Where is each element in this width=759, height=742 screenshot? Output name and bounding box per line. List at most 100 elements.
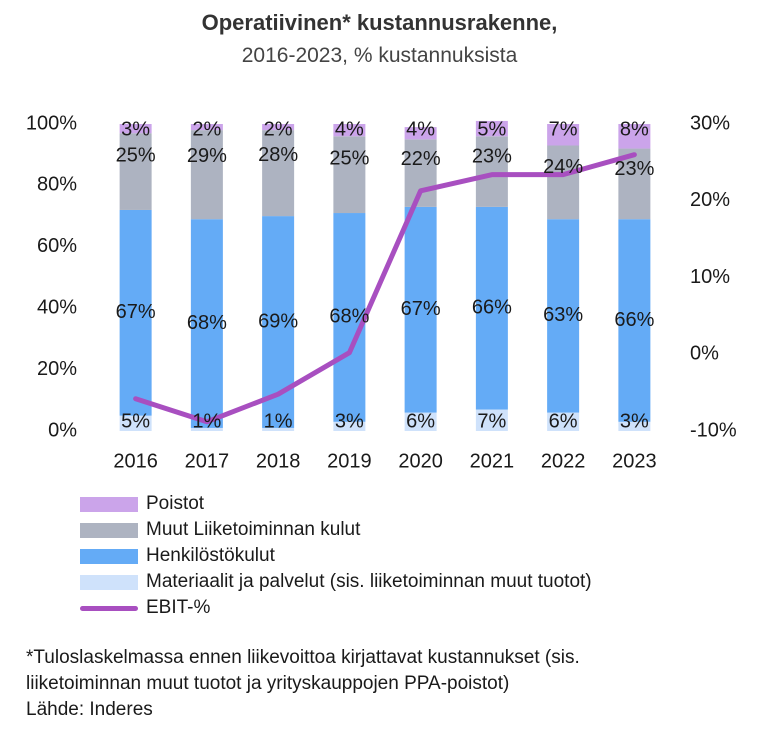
footnote-line-2: liiketoiminnan muut tuotot ja yrityskaup… xyxy=(26,673,510,694)
bar-segment-materiaalit xyxy=(404,412,437,431)
data-label-muut-kulut: 29% xyxy=(187,145,227,167)
stacked-bar-chart: 0% 20% 40% 60% 80% 100% -10% 0% 10% 20% 30% 2016 201… xyxy=(26,112,737,472)
data-label-materiaalit: 5% xyxy=(121,410,150,432)
x-tick-label: 2023 xyxy=(612,450,657,472)
data-label-henkilostokulut: 66% xyxy=(472,296,512,318)
bar-segment-poistot xyxy=(190,124,223,131)
bar-segment-materiaalit xyxy=(475,409,508,431)
x-tick-label: 2020 xyxy=(398,450,443,472)
legend-item-henkilostokulut: Henkilöstökulut xyxy=(80,543,592,569)
bar-segment-poistot xyxy=(475,120,508,137)
legend-swatch-henkilostokulut xyxy=(80,548,138,564)
bar-segment-materiaalit xyxy=(190,427,223,431)
data-label-materiaalit: 3% xyxy=(620,410,649,432)
bar-segment-muut-kulut xyxy=(618,148,651,220)
bar-segment-henkilostokulut xyxy=(618,219,651,422)
bar-segment-muut-kulut xyxy=(475,136,508,207)
bar-segment-materiaalit xyxy=(333,421,366,431)
data-label-materiaalit: 6% xyxy=(549,410,578,432)
chart-legend: Poistot Muut Liiketoiminnan kulut Henkil… xyxy=(80,491,592,621)
bar-segment-henkilostokulut xyxy=(333,213,366,422)
bar-segment-materiaalit xyxy=(618,421,651,431)
y-right-tick-label: 10% xyxy=(690,266,730,288)
data-label-henkilostokulut: 68% xyxy=(329,306,369,328)
bar-segment-poistot xyxy=(262,124,295,131)
data-label-materiaalit: 1% xyxy=(264,410,293,432)
bar-segment-materiaalit xyxy=(262,427,295,431)
data-label-henkilostokulut: 67% xyxy=(116,301,156,323)
legend-label-muut-kulut: Muut Liiketoiminnan kulut xyxy=(146,519,361,540)
data-label-henkilostokulut: 63% xyxy=(543,304,583,326)
data-label-materiaalit: 1% xyxy=(192,410,221,432)
bar-segment-muut-kulut xyxy=(262,130,295,217)
bar-segment-henkilostokulut xyxy=(547,219,580,413)
data-label-muut-kulut: 28% xyxy=(258,144,298,166)
bar-segment-henkilostokulut xyxy=(475,206,508,410)
data-label-muut-kulut: 25% xyxy=(116,145,156,167)
legend-label-henkilostokulut: Henkilöstökulut xyxy=(146,545,275,566)
data-label-henkilostokulut: 67% xyxy=(401,298,441,320)
data-label-poistot: 2% xyxy=(264,118,293,140)
bar-segment-poistot xyxy=(119,124,152,134)
data-label-muut-kulut: 23% xyxy=(614,158,654,180)
bar-segment-materiaalit xyxy=(119,415,152,431)
bar-segment-materiaalit xyxy=(547,412,580,431)
data-label-henkilostokulut: 68% xyxy=(187,312,227,334)
bar-segment-henkilostokulut xyxy=(404,206,437,413)
bar-segment-poistot xyxy=(618,124,651,149)
data-label-henkilostokulut: 66% xyxy=(614,309,654,331)
footnote-line-1: *Tuloslaskelmassa ennen liikevoittoa kir… xyxy=(26,647,580,668)
bar-segment-henkilostokulut xyxy=(119,209,152,416)
x-tick-label: 2016 xyxy=(113,450,158,472)
y-left-tick-label: 100% xyxy=(26,112,77,134)
legend-swatch-ebit xyxy=(80,605,138,611)
chart-title: Operatiivinen* kustannusrakenne, xyxy=(201,10,558,35)
bar-segment-poistot xyxy=(547,124,580,146)
bar-segment-henkilostokulut xyxy=(190,219,223,428)
y-right-tick-label: 20% xyxy=(690,189,730,211)
data-label-poistot: 4% xyxy=(335,118,364,140)
data-label-muut-kulut: 24% xyxy=(543,156,583,178)
data-label-muut-kulut: 23% xyxy=(472,146,512,168)
legend-label-materiaalit: Materiaalit ja palvelut (sis. liiketoimi… xyxy=(146,571,592,592)
y-left-tick-label: 20% xyxy=(37,358,77,380)
data-label-poistot: 8% xyxy=(620,118,649,140)
legend-swatch-materiaalit xyxy=(80,574,138,590)
x-tick-label: 2019 xyxy=(327,450,372,472)
data-label-henkilostokulut: 69% xyxy=(258,310,298,332)
data-label-materiaalit: 6% xyxy=(406,410,435,432)
ebit-line xyxy=(133,152,637,425)
legend-label-poistot: Poistot xyxy=(146,493,205,514)
bar-segment-muut-kulut xyxy=(547,145,580,220)
data-label-materiaalit: 7% xyxy=(477,410,506,432)
y-right-tick-label: 30% xyxy=(690,112,730,134)
y-right-tick-label: 0% xyxy=(690,343,719,365)
bar-segment-muut-kulut xyxy=(190,130,223,220)
data-label-poistot: 5% xyxy=(477,118,506,140)
x-tick-label: 2021 xyxy=(470,450,515,472)
y-left-tick-label: 0% xyxy=(48,419,77,441)
x-tick-label: 2017 xyxy=(185,450,230,472)
footnote: *Tuloslaskelmassa ennen liikevoittoa kir… xyxy=(26,645,580,723)
x-tick-label: 2022 xyxy=(541,450,586,472)
data-label-muut-kulut: 25% xyxy=(329,148,369,170)
legend-swatch-muut-kulut xyxy=(80,522,138,538)
data-label-poistot: 2% xyxy=(192,118,221,140)
y-right-tick-label: -10% xyxy=(690,419,737,441)
data-label-poistot: 3% xyxy=(121,118,150,140)
legend-label-ebit: EBIT-% xyxy=(146,597,211,618)
bar-segment-muut-kulut xyxy=(333,136,366,214)
data-label-materiaalit: 3% xyxy=(335,410,364,432)
y-left-tick-label: 40% xyxy=(37,296,77,318)
data-label-poistot: 4% xyxy=(406,118,435,140)
source-note: Lähde: Inderes xyxy=(26,699,153,720)
data-label-poistot: 7% xyxy=(549,118,578,140)
legend-item-poistot: Poistot xyxy=(80,491,592,517)
bar-segment-muut-kulut xyxy=(119,133,152,210)
y-left-tick-label: 60% xyxy=(37,235,77,257)
bar-segment-poistot xyxy=(333,124,366,137)
bar-segment-poistot xyxy=(404,127,437,140)
legend-item-ebit: EBIT-% xyxy=(80,595,592,621)
legend-item-muut-kulut: Muut Liiketoiminnan kulut xyxy=(80,517,592,543)
data-label-muut-kulut: 22% xyxy=(401,148,441,170)
